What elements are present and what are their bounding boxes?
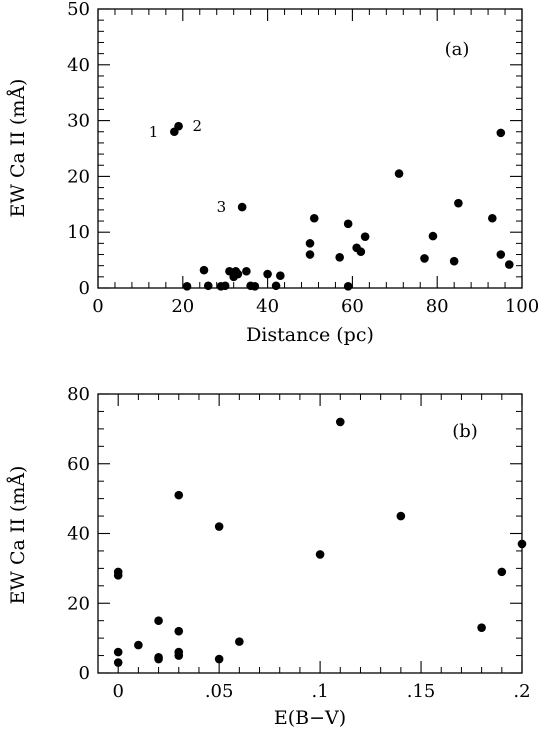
points-a: 1 2 3 <box>149 117 514 291</box>
y-tick-label: 50 <box>67 0 90 20</box>
data-point-b <box>497 567 507 577</box>
data-point-b <box>335 417 345 427</box>
data-point-a <box>356 247 366 257</box>
data-point-a <box>394 169 404 178</box>
data-point-b <box>174 490 184 500</box>
data-point-a <box>242 266 251 276</box>
y-tick-label: 80 <box>67 384 90 405</box>
data-point-b <box>235 637 244 646</box>
data-point-a <box>496 250 506 259</box>
x-axis-label-b: E(B−V) <box>274 707 346 729</box>
data-point-a <box>199 265 209 275</box>
data-point-a <box>504 260 514 269</box>
data-point-b <box>113 567 123 577</box>
data-point-a <box>496 128 506 138</box>
data-point-a <box>237 202 247 212</box>
data-point-b <box>477 623 486 632</box>
x-tick-label: .15 <box>407 681 436 702</box>
data-point-b <box>396 511 406 521</box>
y-tick-label: 10 <box>67 222 90 243</box>
data-point-a <box>343 282 353 291</box>
y-tick-label: 60 <box>67 454 90 475</box>
y-tick-label: 40 <box>67 524 90 545</box>
x-tick-label: 40 <box>256 296 279 317</box>
y-tick-label: 0 <box>79 278 90 299</box>
plot-frame-a <box>97 8 523 289</box>
data-point-b <box>113 658 123 667</box>
data-point-a <box>220 281 230 291</box>
data-point-a <box>488 213 497 223</box>
data-point-a <box>203 281 213 291</box>
data-point-a <box>263 269 272 279</box>
data-point-a <box>420 254 429 263</box>
data-point-b <box>134 640 143 650</box>
data-point-a <box>174 121 183 131</box>
data-point-a <box>428 231 438 241</box>
ticks-a: 0 20 40 60 80 100 0 10 20 30 40 50 <box>67 0 539 317</box>
data-point-a <box>182 282 192 291</box>
data-point-a <box>305 239 315 248</box>
data-point-a <box>276 271 285 281</box>
data-point-a <box>233 269 243 279</box>
y-tick-label: 20 <box>67 593 90 614</box>
y-tick-label: 40 <box>67 55 90 76</box>
x-tick-label: 20 <box>171 296 194 317</box>
x-tick-label: .05 <box>205 681 234 702</box>
data-point-a <box>454 198 463 208</box>
data-point-a <box>360 232 370 241</box>
panel-a: 0 20 40 60 80 100 0 10 20 30 40 50 1 2 3 (a) Distance… <box>7 0 539 346</box>
data-point-b <box>174 626 184 636</box>
data-point-a <box>305 250 315 259</box>
x-tick-label: 100 <box>505 296 539 317</box>
y-tick-label: 0 <box>79 663 90 684</box>
x-axis-label-a: Distance (pc) <box>246 324 374 346</box>
x-tick-label: 80 <box>426 296 449 317</box>
y-axis-label-b: EW Ca II (mÅ) <box>7 466 29 605</box>
data-point-a <box>309 213 319 223</box>
y-axis-label-a: EW Ca II (mÅ) <box>7 79 29 218</box>
x-tick-label: 0 <box>112 681 123 702</box>
panel-b: 0 .05 .1 .15 .2 0 20 40 60 80 (b) E(B−V) EW Ca II… <box>7 384 531 729</box>
data-point-b <box>113 647 123 657</box>
point-label: 2 <box>193 117 203 135</box>
data-point-b <box>214 522 224 531</box>
data-point-a <box>250 282 260 291</box>
x-tick-label: 60 <box>341 296 364 317</box>
panel-tag-a: (a) <box>445 39 470 60</box>
data-point-a <box>271 281 281 291</box>
point-label: 3 <box>217 198 227 216</box>
data-point-b <box>214 654 224 664</box>
data-point-b <box>174 651 184 660</box>
data-point-a <box>335 253 344 262</box>
ticks-b: 0 .05 .1 .15 .2 0 20 40 60 80 <box>67 384 531 702</box>
y-tick-label: 20 <box>67 166 90 187</box>
y-tick-label: 30 <box>67 111 90 132</box>
data-point-b <box>154 616 163 625</box>
x-tick-label: 0 <box>92 296 103 317</box>
panel-tag-b: (b) <box>452 421 478 442</box>
data-point-b <box>517 539 527 549</box>
data-point-b <box>315 550 325 559</box>
x-tick-label: .2 <box>513 681 530 702</box>
point-label: 1 <box>149 123 159 141</box>
data-point-a <box>449 256 459 266</box>
x-tick-label: .1 <box>312 681 329 702</box>
data-point-a <box>343 219 353 229</box>
points-b <box>113 417 527 667</box>
data-point-b <box>154 653 163 662</box>
